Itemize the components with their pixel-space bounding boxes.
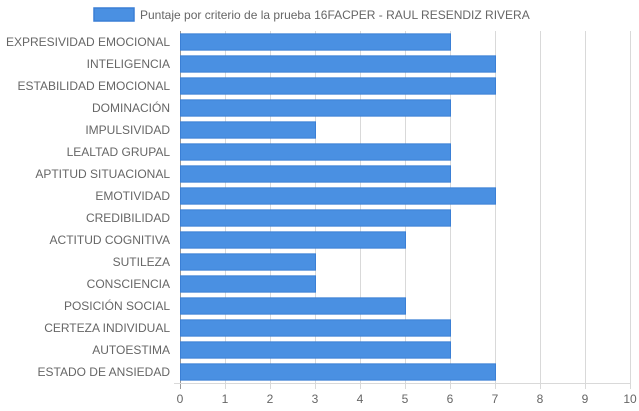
category-label: EMOTIVIDAD [95, 189, 170, 203]
bar-8[interactable] [180, 187, 496, 205]
bar-12[interactable] [180, 275, 316, 293]
category-label: ACTITUD COGNITIVA [50, 233, 170, 247]
category-label: ESTADO DE ANSIEDAD [38, 365, 171, 379]
bar-9[interactable] [180, 209, 451, 227]
bar-2[interactable] [180, 55, 496, 73]
x-tick-label: 4 [357, 392, 364, 406]
x-tick-label: 0 [177, 392, 184, 406]
category-label: APTITUD SITUACIONAL [35, 167, 170, 181]
category-label: ESTABILIDAD EMOCIONAL [18, 79, 171, 93]
x-tick-label: 7 [492, 392, 499, 406]
bar-4[interactable] [180, 99, 451, 117]
x-tick-label: 9 [582, 392, 589, 406]
bars [180, 33, 496, 381]
bar-16[interactable] [180, 363, 496, 381]
x-tick-label: 3 [312, 392, 319, 406]
bar-1[interactable] [180, 33, 451, 51]
category-label: INTELIGENCIA [87, 57, 170, 71]
x-tick-label: 2 [267, 392, 274, 406]
category-labels: EXPRESIVIDAD EMOCIONAL INTELIGENCIA ESTABI… [6, 35, 170, 379]
bar-3[interactable] [180, 77, 496, 95]
x-tick-label: 10 [623, 392, 637, 406]
category-label: EXPRESIVIDAD EMOCIONAL [6, 35, 170, 49]
bar-5[interactable] [180, 121, 316, 139]
category-label: CONSCIENCIA [87, 277, 170, 291]
category-label: CERTEZA INDIVIDUAL [44, 321, 170, 335]
bar-14[interactable] [180, 319, 451, 337]
bar-10[interactable] [180, 231, 406, 249]
x-tick-labels: 0 1 2 3 4 5 6 7 8 9 10 [177, 392, 637, 406]
x-tick-label: 8 [537, 392, 544, 406]
category-label: SUTILEZA [113, 255, 170, 269]
x-tick-label: 5 [402, 392, 409, 406]
x-tick-label: 6 [447, 392, 454, 406]
category-label: DOMINACIÓN [92, 100, 170, 115]
category-label: IMPULSIVIDAD [85, 123, 170, 137]
legend[interactable]: Puntaje por criterio de la prueba 16FACP… [93, 7, 530, 22]
bar-11[interactable] [180, 253, 316, 271]
bar-6[interactable] [180, 143, 451, 161]
x-tick-label: 1 [222, 392, 229, 406]
legend-label: Puntaje por criterio de la prueba 16FACP… [140, 8, 530, 22]
category-label: POSICIÓN SOCIAL [64, 298, 170, 313]
bar-7[interactable] [180, 165, 451, 183]
category-label: AUTOESTIMA [92, 343, 170, 357]
bar-15[interactable] [180, 341, 451, 359]
legend-swatch [93, 7, 135, 22]
category-label: LEALTAD GRUPAL [67, 145, 171, 159]
category-label: CREDIBILIDAD [86, 211, 170, 225]
bar-13[interactable] [180, 297, 406, 315]
